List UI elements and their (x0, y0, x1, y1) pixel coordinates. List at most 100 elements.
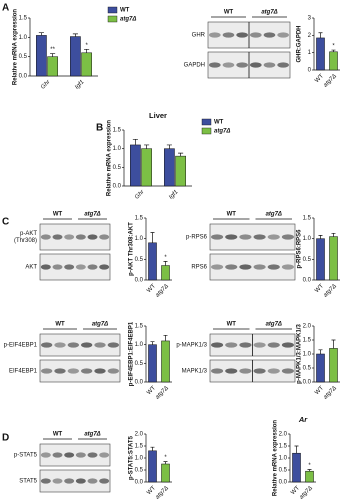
panel-label: D (2, 433, 9, 444)
blot-band (253, 368, 266, 374)
blot-band (107, 368, 120, 374)
bar (164, 148, 175, 187)
y-axis-label: Relative mRNA expression (273, 420, 279, 496)
blot-band (263, 32, 276, 38)
error-bar (331, 232, 336, 237)
row-label: MAPK1/3 (182, 369, 208, 375)
error-bar (318, 32, 323, 38)
blot-band (75, 234, 86, 240)
bar (70, 36, 81, 77)
blot-band (99, 264, 110, 270)
legend-label: WT (214, 120, 224, 126)
y-tick-label: 2.0 (303, 324, 312, 330)
y-axis-label: p-STAT5:STAT5 (129, 435, 135, 480)
y-tick-label: 1.0 (135, 342, 144, 348)
legend-label: atg7Δ (120, 17, 136, 23)
row-label: p-STAT5 (14, 453, 38, 459)
blot-band (239, 234, 252, 240)
y-tick-label: 1.5 (113, 128, 122, 134)
lane-label: WT (227, 322, 237, 328)
row-label: AKT (25, 265, 37, 271)
blot-band (80, 342, 93, 348)
row-label: GHR (192, 33, 206, 39)
significance: ** (50, 47, 55, 53)
bar (148, 450, 157, 483)
blot-band (211, 368, 224, 374)
blot-band (40, 478, 51, 484)
blot-strip (39, 253, 111, 281)
error-bar (50, 53, 56, 57)
lane-label: atg7Δ (266, 322, 282, 328)
y-tick-label: 0.0 (135, 480, 144, 486)
blot-strip (39, 333, 121, 357)
error-bar (150, 341, 155, 345)
blot-band (40, 264, 51, 270)
blot-band (75, 452, 86, 458)
blot-band (239, 264, 252, 270)
x-tick-label: WT (146, 385, 157, 396)
blot-band (107, 342, 120, 348)
y-tick-label: 0.0 (135, 380, 144, 386)
y-tick-label: 0.0 (279, 480, 288, 486)
legend-swatch (201, 127, 212, 135)
blot-band (267, 264, 280, 270)
y-tick-label: 0.0 (303, 278, 312, 284)
error-bar (294, 445, 299, 454)
y-tick-label: 1.0 (19, 35, 28, 41)
row-label: STAT5 (19, 479, 37, 485)
blot-band (253, 234, 266, 240)
blot-band (211, 342, 224, 348)
error-bar (38, 32, 44, 36)
x-tick-label: WT (146, 283, 157, 294)
error-bar (84, 48, 90, 53)
row-label: p-RPS6 (186, 235, 208, 241)
lane-label: WT (55, 322, 65, 328)
y-axis-label: p-AKT Thr308:AKT (129, 222, 135, 276)
legend-swatch (201, 118, 212, 126)
blot-band (236, 62, 249, 68)
y-tick-label: 1.5 (135, 324, 144, 330)
error-bar (318, 235, 323, 239)
blot-band (267, 234, 280, 240)
blot-band (99, 452, 110, 458)
blot-band (239, 368, 252, 374)
y-tick-label: 0.0 (135, 278, 144, 284)
error-bar (163, 261, 168, 266)
blot-band (87, 234, 98, 240)
lane-label: atg7Δ (84, 432, 100, 438)
bar (161, 340, 170, 383)
blot-band (75, 478, 86, 484)
blot-band (281, 234, 294, 240)
y-tick-label: 0.0 (19, 74, 28, 80)
y-tick-label: 1.5 (303, 216, 312, 222)
blot-band (267, 368, 280, 374)
bar (329, 51, 338, 71)
lane-label: WT (227, 212, 237, 218)
error-bar (163, 334, 168, 341)
bar (316, 238, 325, 281)
x-tick-label: WT (146, 485, 157, 496)
blot-band (253, 342, 266, 348)
blot-band (281, 264, 294, 270)
y-axis-label: p-EIF4EBP1:EIF4EBP1 (129, 321, 135, 386)
y-tick-label: 0.5 (135, 361, 144, 367)
blot-band (64, 478, 75, 484)
x-tick-label: Ghr (40, 79, 52, 91)
error-bar (150, 446, 155, 451)
lane-label: WT (53, 212, 63, 218)
y-tick-label: 0.5 (113, 165, 122, 171)
y-axis-label: p-MAPK1/3:MAPK1/3 (297, 324, 303, 384)
error-bar (163, 461, 168, 464)
blot-band (267, 342, 280, 348)
bar (47, 56, 58, 77)
x-tick-label: WT (314, 73, 325, 84)
bar (141, 148, 152, 187)
x-tick-label: Igf1 (168, 189, 179, 200)
blot-band (249, 62, 262, 68)
y-tick-label: 0.5 (279, 468, 288, 474)
blot-band (64, 264, 75, 270)
blot-band (222, 62, 235, 68)
blot-band (211, 264, 224, 270)
